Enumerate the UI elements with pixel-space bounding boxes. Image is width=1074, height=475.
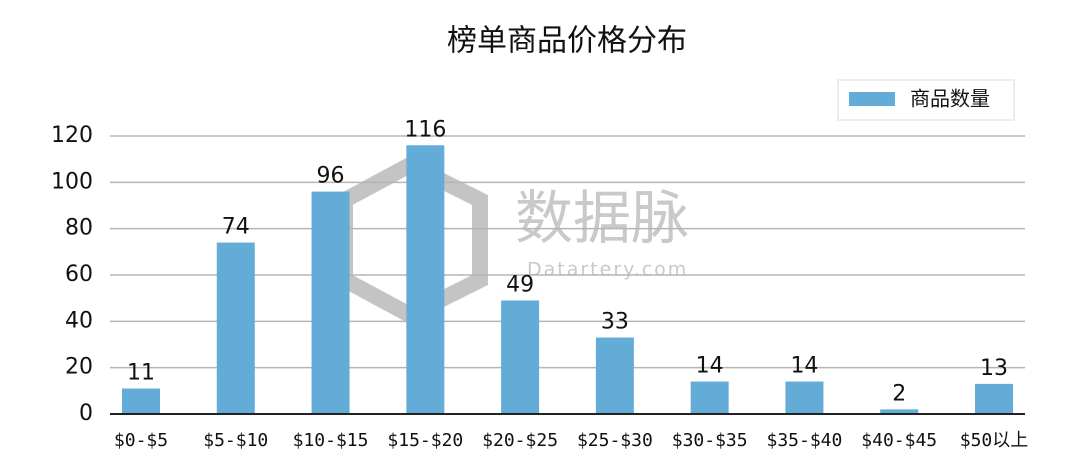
y-tick-label: 0 xyxy=(79,401,93,426)
bar xyxy=(406,145,445,414)
legend-label: 商品数量 xyxy=(910,87,990,111)
y-tick-label: 100 xyxy=(51,169,93,194)
watermark-text: 数据脉 xyxy=(515,184,689,252)
bar xyxy=(690,381,729,414)
data-label: 11 xyxy=(127,361,155,386)
bar xyxy=(785,381,824,414)
data-label: 33 xyxy=(601,310,629,335)
x-tick-label: $5-$10 xyxy=(203,430,268,451)
data-label: 96 xyxy=(317,164,345,189)
x-tick-label: $15-$20 xyxy=(387,430,463,451)
x-tick-label: $20-$25 xyxy=(482,430,558,451)
legend-swatch xyxy=(849,92,895,106)
data-label: 74 xyxy=(222,215,250,240)
y-tick-label: 40 xyxy=(65,308,93,333)
y-tick-label: 60 xyxy=(65,262,93,287)
data-label: 13 xyxy=(980,356,1008,381)
data-label: 116 xyxy=(404,117,446,142)
y-tick-label: 20 xyxy=(65,355,93,380)
bar xyxy=(975,383,1013,414)
x-tick-label: $50以上 xyxy=(960,430,1029,451)
data-label: 14 xyxy=(790,354,818,379)
bar xyxy=(122,388,160,414)
data-label: 49 xyxy=(506,272,534,297)
bar xyxy=(880,409,919,414)
bar xyxy=(216,242,255,414)
x-tick-label: $40-$45 xyxy=(861,430,937,451)
bar xyxy=(595,337,634,414)
x-tick-label: $0-$5 xyxy=(114,430,168,451)
bar xyxy=(501,300,540,414)
data-label: 14 xyxy=(696,354,724,379)
chart-title: 榜单商品价格分布 xyxy=(447,24,687,59)
watermark-sub: Datartery.com xyxy=(527,259,688,281)
y-tick-label: 120 xyxy=(51,123,93,148)
x-tick-label: $10-$15 xyxy=(293,430,369,451)
bar xyxy=(311,191,350,414)
x-tick-label: $25-$30 xyxy=(577,430,653,451)
data-label: 2 xyxy=(892,381,906,406)
y-tick-label: 80 xyxy=(65,216,93,241)
x-tick-label: $30-$35 xyxy=(672,430,748,451)
legend: 商品数量 xyxy=(837,79,1015,121)
x-tick-label: $35-$40 xyxy=(767,430,843,451)
